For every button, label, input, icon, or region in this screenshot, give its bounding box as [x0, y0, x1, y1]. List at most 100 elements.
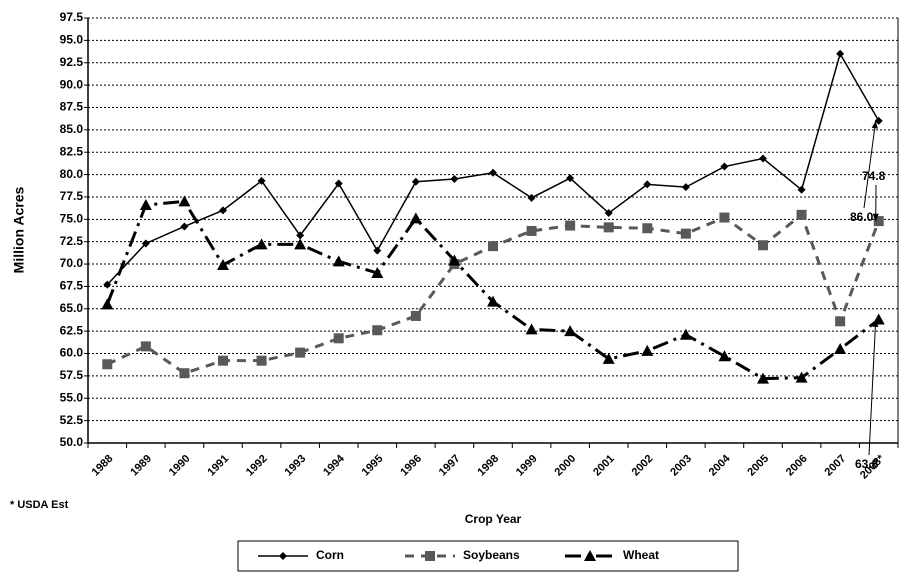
marker [101, 298, 114, 310]
x-tick-label: 1990 [167, 453, 193, 479]
y-tick-label: 60.0 [60, 346, 84, 360]
marker [834, 343, 847, 355]
marker [679, 328, 692, 340]
marker [796, 209, 807, 220]
marker [255, 238, 268, 250]
marker [681, 183, 690, 192]
marker [759, 154, 767, 163]
x-tick-label: 1993 [283, 453, 309, 479]
arrow-head [872, 213, 879, 222]
marker [140, 341, 151, 352]
y-tick-label: 87.5 [60, 100, 84, 114]
marker [720, 162, 729, 171]
x-tick-label: 1995 [360, 453, 386, 479]
marker [296, 231, 305, 240]
y-tick-label: 85.0 [60, 122, 84, 136]
marker [294, 238, 307, 250]
marker [139, 199, 152, 210]
marker [836, 49, 845, 58]
annotation: 74.8 [862, 169, 886, 183]
marker [873, 216, 884, 227]
y-tick-label: 52.5 [60, 413, 84, 427]
marker [372, 325, 383, 336]
marker [219, 206, 227, 215]
marker [604, 209, 613, 218]
marker [425, 551, 435, 561]
marker [680, 228, 691, 239]
legend-label: Soybeans [463, 548, 520, 562]
marker [334, 179, 343, 188]
footnote: * USDA Est [10, 499, 69, 511]
y-tick-label: 80.0 [60, 167, 84, 181]
marker [256, 355, 267, 366]
y-tick-label: 70.0 [60, 256, 84, 270]
y-tick-label: 95.0 [60, 33, 84, 47]
marker [295, 347, 306, 358]
marker [409, 212, 422, 224]
x-tick-label: 1989 [128, 453, 154, 479]
marker [874, 116, 883, 125]
marker [489, 168, 497, 177]
y-tick-label: 55.0 [60, 390, 84, 404]
marker [103, 280, 112, 289]
y-tick-label: 62.5 [60, 323, 84, 337]
marker [450, 175, 459, 184]
y-tick-label: 97.5 [60, 10, 84, 24]
marker [257, 176, 266, 185]
arrow [868, 319, 877, 456]
arrow [863, 120, 877, 209]
marker [180, 222, 189, 231]
y-tick-label: 50.0 [60, 435, 84, 449]
marker [448, 254, 461, 266]
y-tick-label: 57.5 [60, 368, 84, 382]
marker [641, 344, 654, 356]
series-line [106, 212, 881, 375]
marker [566, 174, 575, 183]
x-tick-label: 2001 [591, 453, 617, 479]
y-tick-label: 67.5 [60, 279, 84, 293]
x-tick-label: 1988 [90, 453, 116, 479]
marker [526, 225, 537, 236]
legend-label: Wheat [623, 548, 659, 562]
y-tick-label: 92.5 [60, 55, 84, 69]
marker [373, 246, 382, 255]
legend-label: Corn [316, 548, 344, 562]
marker [642, 223, 653, 234]
marker [795, 371, 808, 383]
annotation: 63.8 [855, 457, 879, 471]
y-tick-label: 77.5 [60, 189, 84, 203]
x-tick-label: 1997 [437, 453, 463, 479]
x-tick-label: 2005 [745, 453, 771, 479]
x-tick-label: 1994 [321, 452, 347, 478]
marker [279, 552, 287, 560]
y-tick-label: 75.0 [60, 211, 84, 225]
x-tick-label: 2004 [707, 452, 733, 478]
marker [584, 550, 596, 561]
arrow-head [871, 120, 878, 129]
legend-box [237, 540, 739, 572]
series-line [105, 199, 880, 381]
marker [178, 195, 191, 207]
marker [718, 350, 731, 362]
marker [835, 316, 846, 327]
y-tick-label: 65.0 [60, 301, 84, 315]
marker [410, 310, 421, 321]
marker [564, 325, 577, 337]
marker [371, 267, 384, 278]
marker [758, 240, 768, 251]
x-tick-label: 2000 [553, 453, 579, 479]
marker [757, 372, 769, 384]
marker [488, 241, 498, 252]
marker [179, 368, 190, 379]
x-axis-label: Crop Year [465, 512, 522, 526]
x-tick-label: 1991 [205, 453, 231, 479]
marker [602, 352, 615, 364]
marker [565, 220, 576, 231]
y-axis-label: Million Acres [11, 186, 27, 273]
x-tick-label: 1998 [475, 453, 501, 479]
annotation: 86.0 [850, 210, 874, 224]
marker [487, 295, 499, 307]
x-tick-label: 2007 [823, 453, 849, 479]
marker [218, 355, 228, 366]
